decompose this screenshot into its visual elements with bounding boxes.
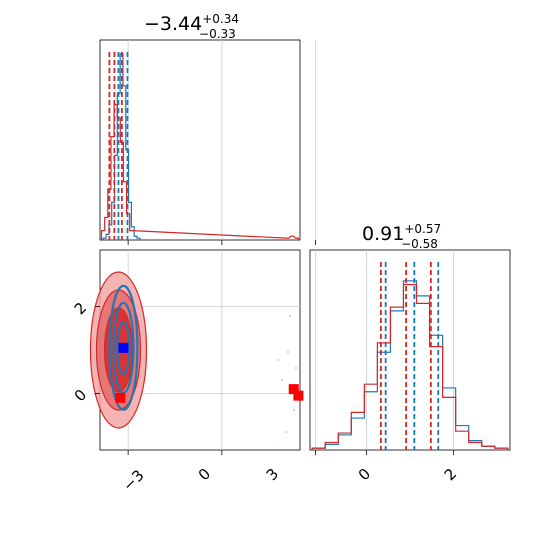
param1-series1-hist-line bbox=[311, 283, 509, 450]
scatter-point bbox=[287, 351, 289, 353]
marker-2 bbox=[288, 384, 299, 395]
title-minus-0: −0.33 bbox=[199, 27, 236, 41]
title-median-1: 0.91 bbox=[362, 223, 404, 245]
x2-tick-label-0: 0 bbox=[355, 465, 374, 484]
title-plus-1: +0.57 bbox=[404, 222, 441, 236]
bottom-right-histogram bbox=[311, 262, 509, 450]
title-plus-0: +0.34 bbox=[202, 12, 239, 26]
scatter-point bbox=[289, 315, 291, 317]
scatter-point bbox=[277, 359, 279, 361]
y-tick-label-0: 0 bbox=[71, 386, 90, 405]
scatter-point bbox=[281, 379, 283, 381]
tick-marks bbox=[95, 240, 454, 455]
marker-0 bbox=[118, 342, 129, 353]
panel-title-param-0: −3.44+0.34 −0.33 bbox=[144, 12, 239, 41]
title-median-0: −3.44 bbox=[144, 13, 202, 35]
title-minus-1: −0.58 bbox=[401, 237, 438, 251]
scatter-point bbox=[295, 367, 297, 369]
x2-tick-label-2: 2 bbox=[441, 465, 460, 484]
blue-contour-level-2 bbox=[116, 320, 131, 375]
blue-contour-level-0 bbox=[108, 284, 139, 411]
top-left-histogram bbox=[100, 52, 300, 240]
x-tick-label-0: 0 bbox=[195, 465, 214, 484]
panel-frame-top-left bbox=[99, 39, 301, 241]
scatter-point bbox=[285, 431, 287, 433]
x-tick-label-3: 3 bbox=[263, 465, 282, 484]
panel-title-param-1: 0.91+0.57 −0.58 bbox=[362, 222, 441, 251]
panel-frame-bottom-right bbox=[309, 249, 511, 451]
param1-series0-hist-line bbox=[311, 280, 509, 450]
scatter-point bbox=[293, 409, 295, 411]
bottom-left-contours bbox=[89, 271, 304, 433]
marker-1 bbox=[115, 392, 126, 403]
x-tick-label-neg3: −3 bbox=[119, 466, 147, 494]
marker-3 bbox=[293, 390, 304, 401]
y-tick-label-2: 2 bbox=[71, 299, 90, 318]
